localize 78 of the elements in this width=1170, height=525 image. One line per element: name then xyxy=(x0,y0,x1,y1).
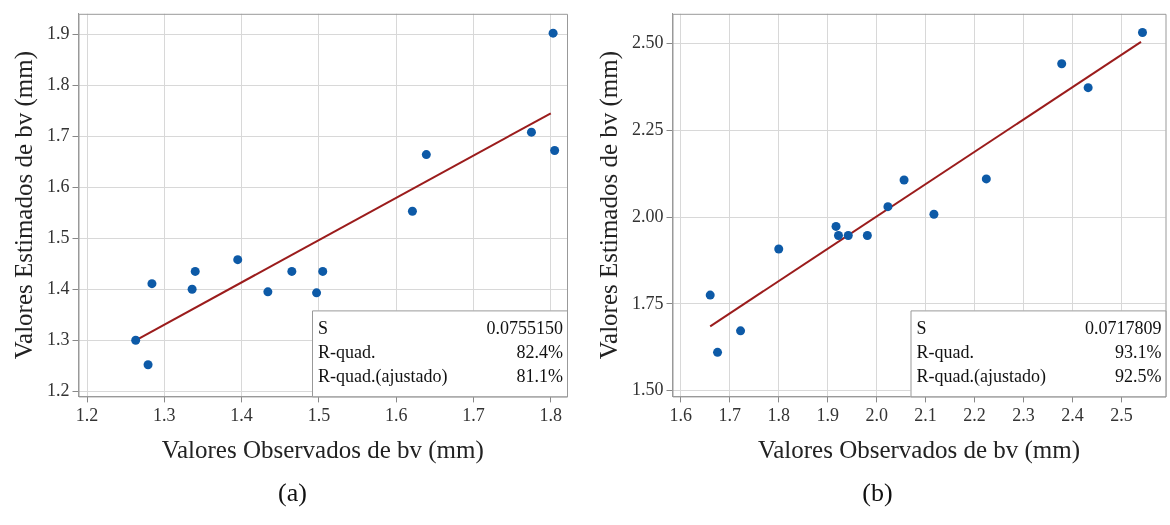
annotation: R-quad. xyxy=(916,342,974,363)
point xyxy=(187,284,197,294)
x-tick-label: 2.4 xyxy=(1061,404,1084,425)
text: (b) xyxy=(861,478,894,508)
point xyxy=(190,266,200,276)
point xyxy=(1083,83,1093,93)
annotation: 81.1% xyxy=(516,366,563,387)
point xyxy=(1057,59,1067,69)
y-tick-label: 1.9 xyxy=(47,22,70,43)
x-tick-label: 1.3 xyxy=(153,404,176,425)
point xyxy=(550,146,560,156)
point xyxy=(312,288,322,298)
x-tick-label: 2.0 xyxy=(865,404,888,425)
point xyxy=(233,255,243,265)
point xyxy=(318,266,328,276)
x-tick-label: 1.2 xyxy=(75,404,99,425)
annotation: 92.5% xyxy=(1115,366,1162,387)
point xyxy=(862,230,872,240)
point xyxy=(843,230,853,240)
point xyxy=(548,28,558,38)
annotation: R-quad.(ajustado) xyxy=(916,366,1046,388)
point xyxy=(263,287,273,297)
y-tick-label: 2.50 xyxy=(632,32,664,53)
point xyxy=(421,150,431,160)
point xyxy=(131,335,141,345)
y-axis-title: Valores Estimados de bv (mm) xyxy=(594,50,623,360)
x-tick-label: 1.8 xyxy=(767,404,790,425)
x-tick-label: 2.1 xyxy=(914,404,937,425)
x-tick-label: 1.6 xyxy=(384,404,408,425)
x-tick-label: 2.5 xyxy=(1110,404,1133,425)
y-tick-label: 1.2 xyxy=(47,380,70,401)
point xyxy=(736,326,746,336)
x-axis-title: Valores Observados de bv (mm) xyxy=(757,435,1081,464)
x-tick-label: 2.3 xyxy=(1012,404,1035,425)
y-tick-label: 1.75 xyxy=(632,292,664,313)
x-axis-title: Valores Observados de bv (mm) xyxy=(161,435,484,464)
y-tick-label: 1.3 xyxy=(47,329,70,350)
point xyxy=(981,174,991,184)
y-tick-label: 1.5 xyxy=(47,226,70,247)
x-tick-label: 1.4 xyxy=(230,404,253,425)
point xyxy=(883,202,893,212)
annotation: 0.0755150 xyxy=(486,318,563,339)
x-tick-label: 1.7 xyxy=(718,404,742,425)
point xyxy=(929,209,939,219)
annotation: S xyxy=(916,318,927,339)
point xyxy=(1137,28,1147,38)
annotation: R-quad. xyxy=(318,342,376,363)
x-tick-label: 1.9 xyxy=(816,404,839,425)
y-tick-label: 1.7 xyxy=(47,124,70,145)
annotation: 93.1% xyxy=(1115,342,1162,363)
y-tick-label: 1.6 xyxy=(47,175,70,196)
point xyxy=(833,230,843,240)
point xyxy=(143,360,153,370)
y-axis-title: Valores Estimados de bv (mm) xyxy=(9,50,38,360)
point xyxy=(147,279,157,289)
point xyxy=(899,175,909,185)
point xyxy=(526,127,536,137)
annotation: S xyxy=(318,318,329,339)
point xyxy=(705,290,715,300)
y-tick-label: 1.4 xyxy=(47,278,70,299)
x-tick-label: 1.8 xyxy=(539,404,563,425)
point xyxy=(831,221,841,231)
y-tick-label: 2.25 xyxy=(632,119,664,140)
point xyxy=(713,347,723,357)
annotation: 82.4% xyxy=(516,342,563,363)
text: (a) xyxy=(277,478,308,508)
x-tick-label: 1.5 xyxy=(307,404,331,425)
x-tick-label: 1.6 xyxy=(669,404,693,425)
y-tick-label: 1.8 xyxy=(47,73,70,94)
y-tick-label: 2.00 xyxy=(632,205,664,226)
point xyxy=(287,266,297,276)
x-tick-label: 1.7 xyxy=(462,404,485,425)
x-tick-label: 2.2 xyxy=(963,404,986,425)
y-tick-label: 1.50 xyxy=(632,379,664,400)
point xyxy=(774,244,784,254)
annotation: R-quad.(ajustado) xyxy=(318,366,448,388)
point xyxy=(407,206,417,216)
annotation: 0.0717809 xyxy=(1085,318,1162,339)
